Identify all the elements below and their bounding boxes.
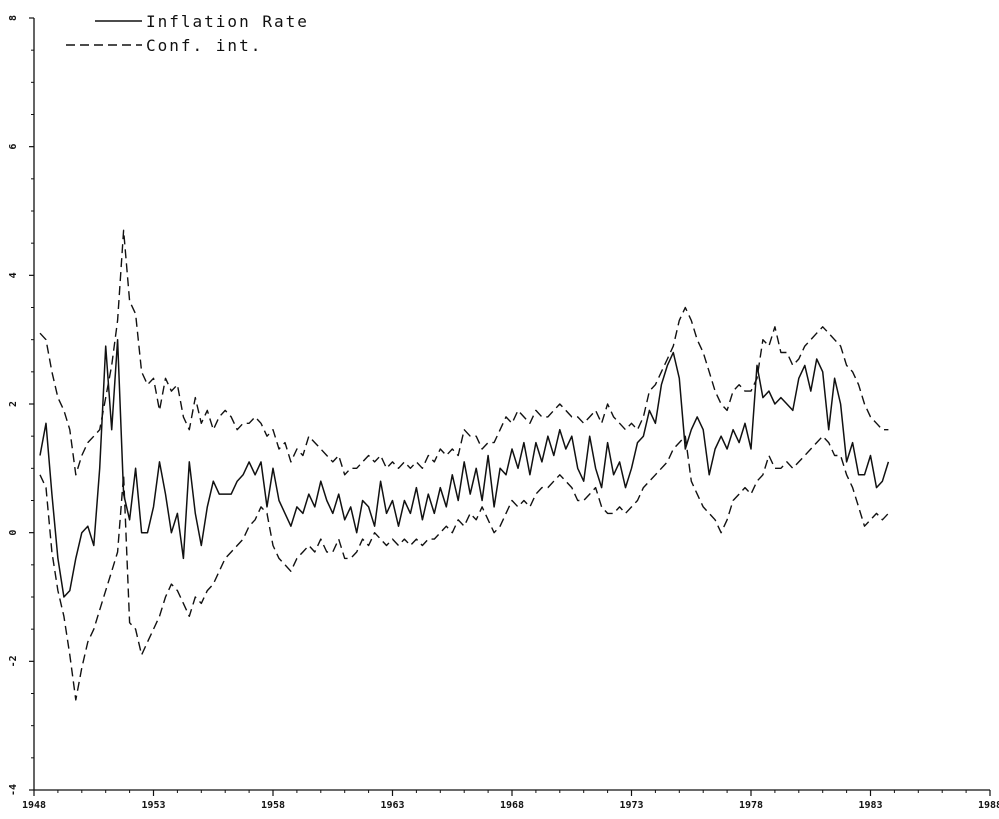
x-tick-label: 1973 xyxy=(619,800,643,811)
y-tick-label: 6 xyxy=(8,144,19,150)
y-tick-label: 4 xyxy=(8,272,19,278)
x-tick-label: 1958 xyxy=(261,800,285,811)
x-tick-label: 1988 xyxy=(978,800,999,811)
y-tick-label: -4 xyxy=(8,784,19,796)
y-tick-label: -2 xyxy=(8,655,19,667)
x-tick-label: 1953 xyxy=(141,800,165,811)
y-axis-ticks: -4 -2 0 2 4 6 8 xyxy=(8,15,34,796)
series-line-conf-int-lower xyxy=(39,435,889,701)
x-tick-label: 1948 xyxy=(22,800,46,811)
series-line-inflation-rate xyxy=(39,338,890,598)
series-line-conf-int-upper xyxy=(39,229,889,476)
x-axis-ticks: 1948 1953 1958 1963 1968 1973 1978 1983 1988 xyxy=(22,790,999,811)
y-tick-label: 2 xyxy=(8,401,19,407)
x-tick-label: 1978 xyxy=(739,800,763,811)
legend-label-conf-int: Conf. int. xyxy=(146,36,262,55)
series-layer xyxy=(39,229,890,701)
legend-label-inflation-rate: Inflation Rate xyxy=(146,12,309,31)
y-tick-label: 0 xyxy=(8,530,19,536)
axes xyxy=(33,18,990,791)
x-tick-label: 1963 xyxy=(380,800,404,811)
legend: Inflation Rate Conf. int. xyxy=(66,12,309,55)
x-tick-label: 1983 xyxy=(858,800,882,811)
y-tick-label: 8 xyxy=(8,15,19,21)
x-tick-label: 1968 xyxy=(500,800,524,811)
